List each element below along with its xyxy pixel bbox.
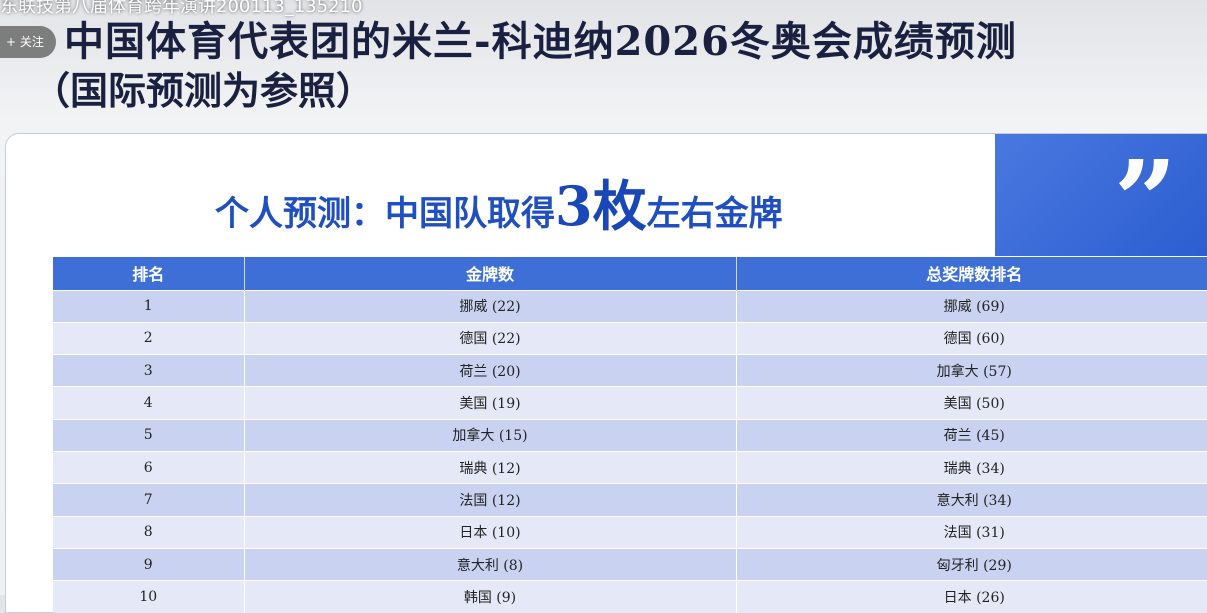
table-row: 9 意大利 (8) 匈牙利 (29): [53, 547, 1207, 581]
header-rank: 排名: [53, 257, 245, 290]
gold-cell: 日本 (10): [244, 515, 737, 549]
table-row: 7 法国 (12) 意大利 (34): [53, 483, 1207, 517]
gold-cell: 挪威 (22): [244, 289, 737, 323]
rank-cell: 7: [53, 483, 245, 517]
rank-cell: 1: [53, 289, 245, 323]
total-cell: 挪威 (69): [736, 289, 1207, 323]
header-gold: 金牌数: [244, 257, 737, 290]
rank-cell: 9: [53, 547, 245, 581]
follow-button[interactable]: + 关注: [0, 26, 56, 58]
table-row: 1 挪威 (22) 挪威 (69): [53, 289, 1207, 323]
table-row: 3 荷兰 (20) 加拿大 (57): [53, 354, 1207, 387]
rank-cell: 4: [53, 386, 245, 420]
video-title: 东联技第八届体育跨年演讲200113_135210: [0, 0, 363, 17]
subtitle-pre: 个人预测：中国队取得: [215, 194, 555, 234]
table-row: 6 瑞典 (12) 瑞典 (34): [53, 450, 1207, 484]
gold-cell: 瑞典 (12): [244, 450, 737, 484]
total-cell: 荷兰 (45): [736, 418, 1207, 452]
slide-title: 中国体育代表团的米兰-科迪纳2026冬奥会成绩预测: [64, 18, 1017, 65]
total-cell: 法国 (31): [736, 515, 1207, 549]
rank-cell: 8: [53, 515, 245, 549]
ranking-table: 排名 金牌数 总奖牌数排名 1 挪威 (22) 挪威 (69) 2 德国 (22) 德国 …: [53, 257, 1207, 613]
gold-cell: 美国 (19): [244, 386, 737, 420]
prediction-subtitle: 个人预测：中国队取得3枚左右金牌: [215, 162, 783, 241]
rank-cell: 3: [53, 354, 245, 387]
gold-cell: 德国 (22): [244, 321, 737, 355]
table-row: 4 美国 (19) 美国 (50): [53, 386, 1207, 420]
header-total: 总奖牌数排名: [736, 257, 1207, 290]
gold-cell: 荷兰 (20): [244, 354, 737, 387]
total-cell: 匈牙利 (29): [736, 547, 1207, 581]
total-cell: 日本 (26): [736, 580, 1207, 613]
total-cell: 瑞典 (34): [736, 450, 1207, 484]
rank-cell: 10: [53, 580, 245, 613]
table-row: 10 韩国 (9) 日本 (26): [53, 580, 1207, 613]
slide-title-sub: （国际预测为参照）: [32, 68, 375, 113]
gold-cell: 意大利 (8): [244, 547, 737, 581]
rank-cell: 6: [53, 450, 245, 484]
total-cell: 德国 (60): [736, 321, 1207, 355]
total-cell: 意大利 (34): [736, 483, 1207, 517]
gold-count: 3枚: [555, 174, 647, 238]
rank-cell: 2: [53, 321, 245, 355]
quote-box: ”: [995, 134, 1207, 256]
quote-icon: ”: [1113, 136, 1177, 265]
total-cell: 加拿大 (57): [736, 354, 1207, 387]
rank-cell: 5: [53, 418, 245, 452]
gold-cell: 法国 (12): [244, 483, 737, 517]
gold-cell: 韩国 (9): [244, 580, 737, 613]
table-row: 2 德国 (22) 德国 (60): [53, 321, 1207, 355]
table-row: 5 加拿大 (15) 荷兰 (45): [53, 418, 1207, 452]
subtitle-post: 左右金牌: [646, 194, 783, 234]
table-row: 8 日本 (10) 法国 (31): [53, 515, 1207, 549]
gold-cell: 加拿大 (15): [244, 418, 737, 452]
total-cell: 美国 (50): [736, 386, 1207, 420]
